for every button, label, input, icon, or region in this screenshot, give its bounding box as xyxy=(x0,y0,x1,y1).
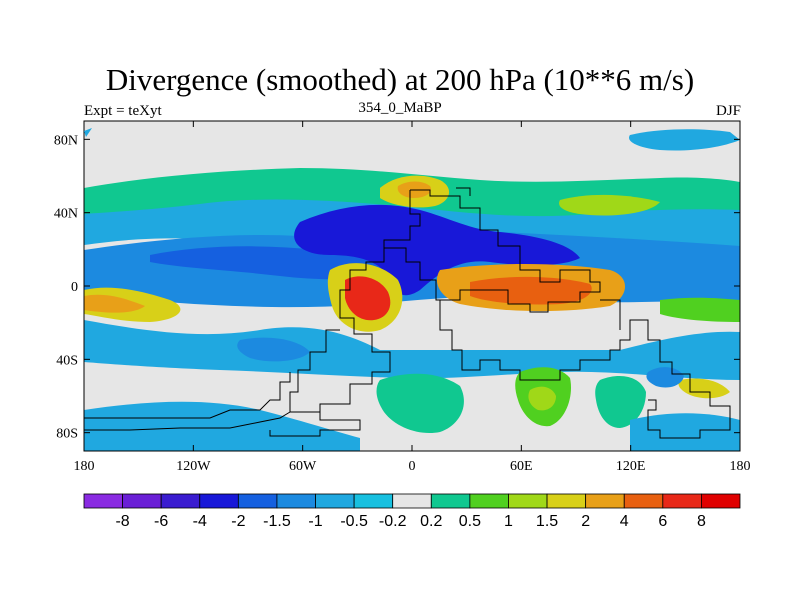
equator-red-indian xyxy=(470,276,592,305)
colorbar-swatch xyxy=(353,493,394,509)
colorbar-label: 1.5 xyxy=(536,513,558,530)
colorbar-label: 8 xyxy=(697,513,706,530)
south-cyan-polar xyxy=(84,401,360,451)
colorbar-swatch xyxy=(662,493,702,509)
y-axis: 80N 40N 0 40S 80S xyxy=(54,133,740,442)
south-blue-ring xyxy=(646,367,684,388)
corner-marker-icon xyxy=(84,128,92,137)
y-tick-label: 40N xyxy=(54,207,78,222)
experiment-label: Expt = teXyt xyxy=(84,103,162,119)
south-cyan-east-polar xyxy=(630,413,740,451)
north-lime-east xyxy=(559,194,660,216)
x-tick-label: 180 xyxy=(74,459,95,474)
colorbar-label: -1 xyxy=(308,513,322,530)
colorbar-label: 4 xyxy=(620,513,629,530)
colorbar-swatch xyxy=(469,493,509,509)
south-yellow-east xyxy=(678,378,730,399)
colorbar-label: 6 xyxy=(658,513,667,530)
x-tick-label: 120E xyxy=(616,459,646,474)
dark-blue-convergence xyxy=(294,204,580,296)
colorbar-swatch xyxy=(701,493,741,509)
colorbar-swatch xyxy=(585,493,625,509)
equator-red-atlantic xyxy=(345,276,391,321)
colorbar-label: -1.5 xyxy=(263,513,291,530)
colorbar-swatch xyxy=(160,493,201,509)
colorbar-label: -4 xyxy=(193,513,207,530)
colorbar-label: 2 xyxy=(581,513,590,530)
colorbar-label: 0.2 xyxy=(420,513,442,530)
colorbar-swatch xyxy=(623,493,664,509)
equator-orange-east-pacific xyxy=(84,294,145,313)
colorbar-swatch xyxy=(392,493,432,509)
south-green-patch-a xyxy=(376,373,464,434)
north-pacific-cyan xyxy=(629,129,740,151)
colorbar-swatch xyxy=(508,493,548,509)
south-blue-patches xyxy=(237,337,310,362)
colorbar-swatch xyxy=(315,493,355,509)
colorbar-swatch xyxy=(199,493,239,509)
colorbar-swatch xyxy=(122,493,162,509)
y-tick-label: 80N xyxy=(54,133,78,148)
colorbar-swatch xyxy=(546,493,587,509)
colorbar-label: -6 xyxy=(154,513,168,530)
x-axis: 180 120W 60W 0 60E 120E 180 xyxy=(74,121,751,474)
colorbar-label: 1 xyxy=(504,513,513,530)
colorbar-label: -2 xyxy=(231,513,245,530)
colorbar-swatch xyxy=(430,493,471,509)
x-tick-label: 0 xyxy=(409,459,416,474)
colorbar-label: -0.5 xyxy=(340,513,368,530)
colorbar-label: -8 xyxy=(115,513,129,530)
season-label: DJF xyxy=(715,103,741,119)
map-title: Divergence (smoothed) at 200 hPa (10**6 … xyxy=(105,62,695,97)
colorbar-label: -0.2 xyxy=(379,513,407,530)
colorbar-swatch xyxy=(83,493,123,509)
south-lime-patch xyxy=(528,386,556,411)
south-green-patch-c xyxy=(595,376,646,428)
y-tick-label: 40S xyxy=(56,353,78,368)
case-label: 354_0_MaBP xyxy=(358,100,442,116)
colorbar-label: 0.5 xyxy=(459,513,481,530)
colorbar-swatch xyxy=(276,493,316,509)
colorbar: -8 -6 -4 -2 -1.5 -1 -0.5 -0.2 0.2 0.5 1 1.5 2 4 6 8 xyxy=(83,493,741,530)
equator-green-east xyxy=(660,297,740,322)
y-tick-label: 80S xyxy=(56,427,78,442)
x-tick-label: 60W xyxy=(289,459,317,474)
contour-field xyxy=(84,121,740,451)
x-tick-label: 180 xyxy=(730,459,751,474)
y-tick-label: 0 xyxy=(71,280,78,295)
x-tick-label: 60E xyxy=(510,459,533,474)
south-cyan-field xyxy=(84,320,740,380)
colorbar-swatch xyxy=(237,493,278,509)
x-tick-label: 120W xyxy=(176,459,211,474)
coastlines xyxy=(84,187,731,439)
